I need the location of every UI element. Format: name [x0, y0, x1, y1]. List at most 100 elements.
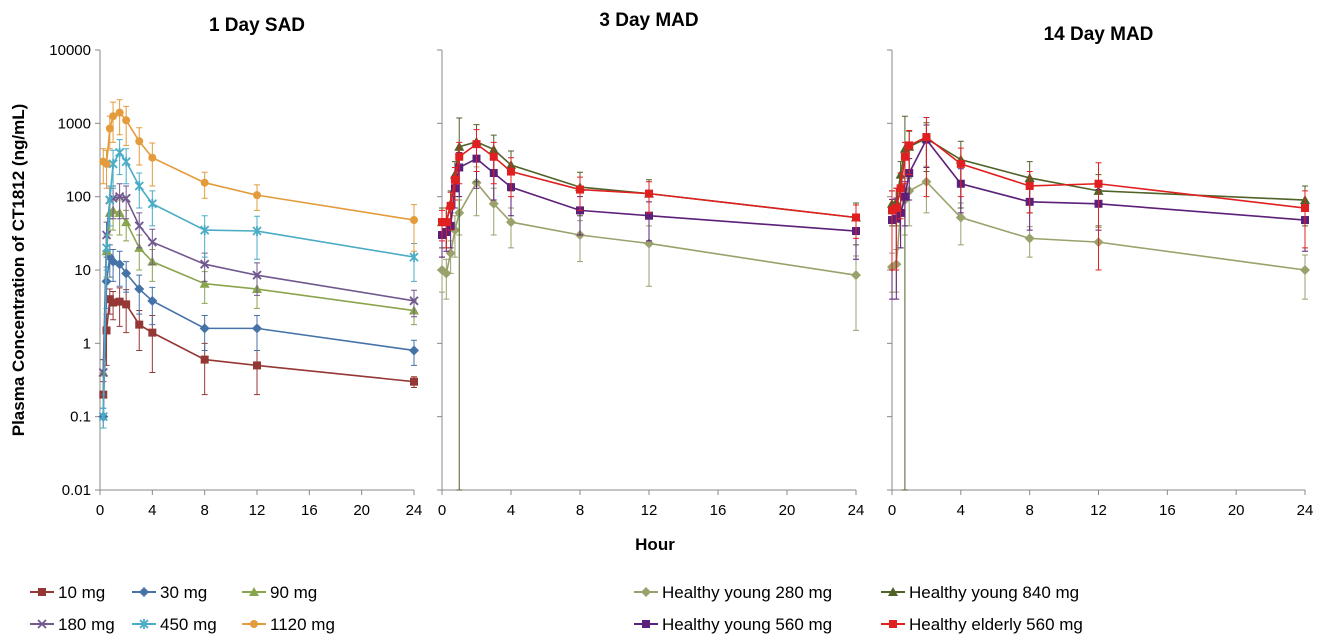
- error-bar: [254, 262, 260, 296]
- error-bar: [1302, 190, 1308, 249]
- x-tick-label: 16: [710, 502, 727, 519]
- legend-item: 1120 mg: [242, 615, 335, 634]
- data-point: [148, 153, 157, 162]
- data-point: [410, 377, 418, 386]
- x-tick-label: 0: [438, 502, 446, 519]
- legend-item: Healthy elderly 560 mg: [881, 615, 1083, 634]
- error-bar: [116, 287, 123, 327]
- data-point: [438, 218, 446, 227]
- data-point: [900, 192, 909, 201]
- data-point: [122, 300, 131, 309]
- data-point: [488, 198, 499, 209]
- data-point: [455, 152, 464, 161]
- error-bar: [254, 349, 260, 396]
- data-point: [576, 185, 584, 194]
- error-bar: [1026, 171, 1033, 214]
- series-healthy-elderly-560-mg: [438, 129, 860, 249]
- series-line: [102, 297, 415, 395]
- data-point: [147, 295, 158, 306]
- data-point: [253, 191, 261, 200]
- legend-label: 10 mg: [58, 583, 105, 602]
- data-point: [472, 140, 481, 149]
- legend-label: 450 mg: [160, 615, 217, 634]
- error-bar: [473, 129, 480, 173]
- data-point: [507, 167, 515, 176]
- x-tick-label: 24: [848, 502, 865, 519]
- panel-title: 1 Day SAD: [209, 15, 305, 36]
- data-point: [200, 178, 209, 187]
- data-point: [134, 284, 145, 295]
- error-bar: [100, 148, 107, 185]
- data-point: [114, 192, 125, 202]
- data-point: [506, 217, 516, 228]
- error-bar: [411, 204, 417, 252]
- data-point: [147, 198, 157, 209]
- data-point: [450, 175, 459, 184]
- legend-label: Healthy young 840 mg: [909, 583, 1079, 602]
- data-point: [102, 326, 111, 335]
- y-tick-label: 10000: [49, 42, 91, 59]
- data-point: [114, 147, 125, 158]
- data-point: [852, 213, 860, 222]
- x-tick-label: 24: [406, 502, 423, 519]
- series-healthy-elderly-560-mg: [888, 117, 1309, 271]
- series-1120-mg: [99, 99, 418, 252]
- data-point: [922, 133, 931, 142]
- error-bar: [136, 310, 143, 351]
- data-point: [410, 216, 418, 225]
- y-axis-label: Plasma Concentration of CT1812 (ng/mL): [9, 104, 28, 437]
- error-bar: [149, 286, 156, 326]
- error-bar: [853, 204, 859, 239]
- panel-1: 1 Day SAD 0.01 0.1 1 10 100 1000 10000 0 4 8 12 16 20…: [49, 15, 422, 519]
- y-tick-label: 1000: [58, 115, 91, 132]
- error-bar: [451, 215, 458, 258]
- legend-marker: [888, 587, 898, 596]
- legend-dose-groups: 10 mg 30 mg 90 mg 180 mg 450 mg 1120 mg: [30, 583, 335, 634]
- data-point: [409, 345, 419, 356]
- series-line: [891, 136, 1306, 212]
- data-point: [108, 158, 118, 169]
- data-point: [102, 159, 111, 168]
- data-point: [446, 201, 455, 210]
- legend-marker: [641, 587, 651, 597]
- x-tick-label: 16: [1159, 502, 1176, 519]
- data-point: [252, 226, 262, 237]
- data-point: [121, 193, 131, 203]
- data-point: [955, 212, 966, 223]
- data-point: [147, 237, 157, 247]
- data-point: [1301, 204, 1309, 213]
- data-point: [905, 141, 914, 150]
- legend-label: Healthy young 280 mg: [662, 583, 832, 602]
- x-tick-label: 8: [1025, 502, 1033, 519]
- error-bar: [254, 215, 260, 260]
- data-point: [199, 278, 210, 288]
- legend-item: Healthy young 280 mg: [634, 583, 832, 602]
- x-tick-label: 12: [641, 502, 658, 519]
- legend-marker: [37, 619, 47, 629]
- legend-label: 30 mg: [160, 583, 207, 602]
- error-bar: [923, 117, 930, 198]
- data-point: [122, 116, 131, 125]
- y-tick-label: 0.01: [62, 482, 91, 499]
- data-point: [645, 189, 653, 198]
- x-tick-label: 12: [1090, 502, 1107, 519]
- legend-marker: [889, 620, 897, 628]
- legend-item: 90 mg: [242, 583, 317, 602]
- x-tick-label: 20: [353, 502, 370, 519]
- panel-3: 14 Day MAD 0 4 8 12 16 20 24: [887, 24, 1313, 519]
- error-bar: [906, 129, 913, 176]
- legend-marker: [642, 620, 650, 628]
- error-bar: [149, 228, 156, 265]
- data-point: [105, 195, 115, 206]
- error-bar: [123, 185, 130, 220]
- x-tick-label: 0: [888, 502, 896, 519]
- data-point: [445, 248, 456, 259]
- x-tick-label: 12: [249, 502, 266, 519]
- data-point: [1094, 179, 1103, 188]
- data-point: [115, 297, 124, 306]
- data-point: [896, 184, 905, 193]
- error-bar: [123, 289, 130, 334]
- error-bar: [136, 127, 143, 166]
- legend-item: 30 mg: [132, 583, 207, 602]
